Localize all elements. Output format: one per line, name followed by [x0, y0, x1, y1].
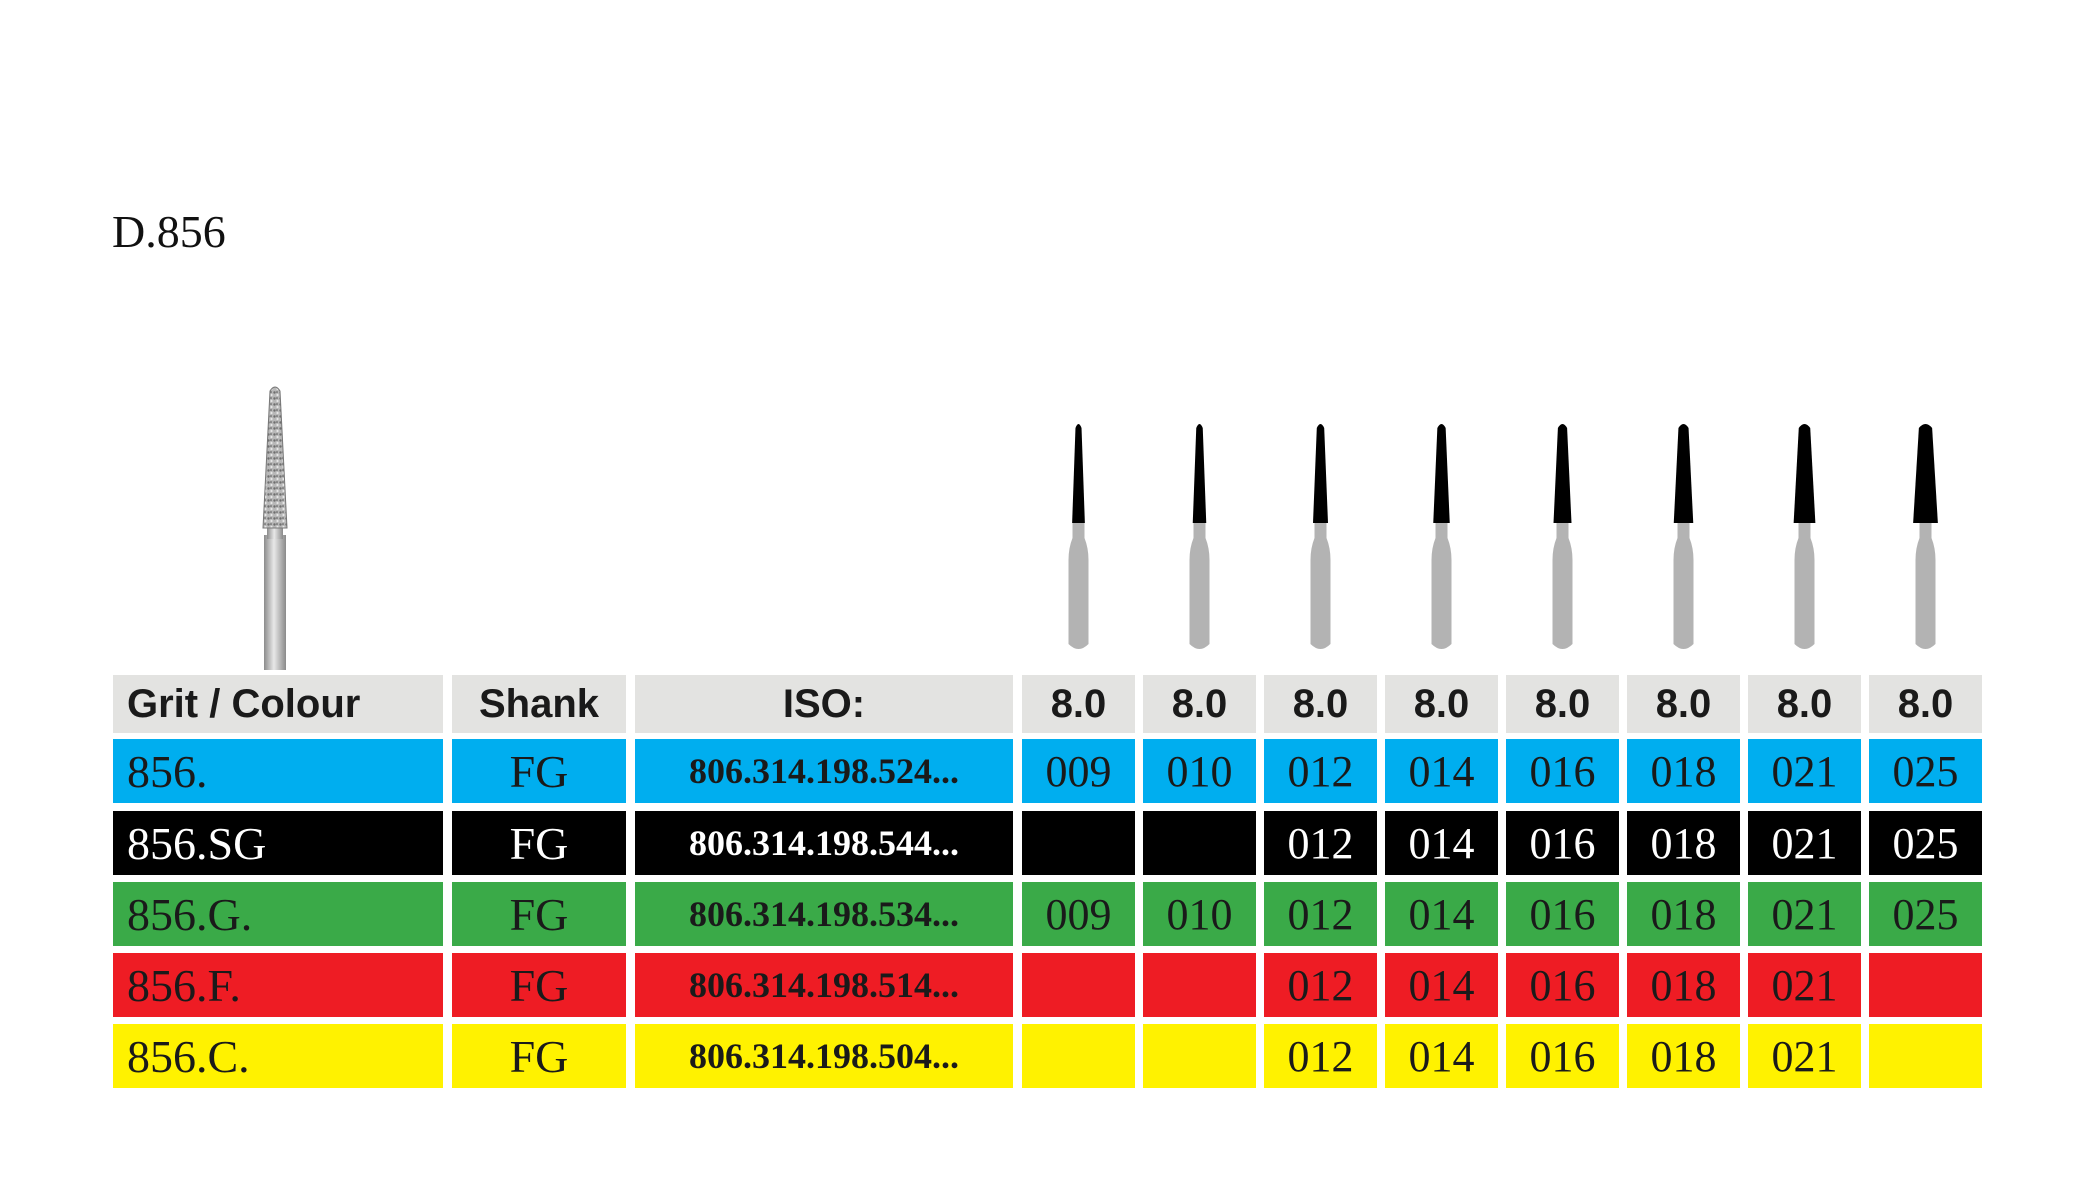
- size-cell: [1143, 811, 1256, 875]
- size-cell: 012: [1264, 811, 1377, 875]
- tapered-bur-silhouette-icon: [1431, 424, 1452, 649]
- tapered-bur-silhouette-icon: [1310, 424, 1331, 649]
- size-bur-silhouettes: [1068, 424, 1938, 649]
- size-cell: 012: [1264, 953, 1377, 1017]
- size-cell: [1869, 953, 1982, 1017]
- size-cell: [1022, 953, 1135, 1017]
- tapered-bur-silhouette-icon: [1552, 424, 1573, 649]
- grit-cell: 856.SG: [113, 811, 443, 875]
- header-size-6: 8.0: [1627, 675, 1740, 733]
- size-cell: [1022, 811, 1135, 875]
- size-cell: 014: [1385, 953, 1498, 1017]
- shank-cell: FG: [452, 882, 626, 946]
- size-cell: 018: [1627, 811, 1740, 875]
- header-size-5: 8.0: [1506, 675, 1619, 733]
- tapered-bur-silhouette-icon: [1913, 424, 1938, 649]
- iso-code-cell: 806.314.198.544...: [635, 811, 1013, 875]
- header-size-4: 8.0: [1385, 675, 1498, 733]
- tapered-bur-silhouette-icon: [1189, 424, 1210, 649]
- shank-cell: FG: [452, 811, 626, 875]
- size-cell: 014: [1385, 1024, 1498, 1088]
- size-cell: 021: [1748, 739, 1861, 803]
- diamond-tapered-bur-icon: [262, 386, 288, 670]
- size-cell: 025: [1869, 882, 1982, 946]
- size-cell: 010: [1143, 882, 1256, 946]
- size-cell: 010: [1143, 739, 1256, 803]
- tapered-bur-silhouette-icon: [1673, 424, 1694, 649]
- header-size-1: 8.0: [1022, 675, 1135, 733]
- shank-cell: FG: [452, 1024, 626, 1088]
- header-size-7: 8.0: [1748, 675, 1861, 733]
- size-cell: 012: [1264, 739, 1377, 803]
- grit-cell: 856.F.: [113, 953, 443, 1017]
- size-cell: 018: [1627, 953, 1740, 1017]
- size-cell: 016: [1506, 882, 1619, 946]
- tapered-bur-silhouette-icon: [1793, 424, 1816, 649]
- header-grit-colour: Grit / Colour: [113, 675, 443, 733]
- header-shank: Shank: [452, 675, 626, 733]
- shank-cell: FG: [452, 739, 626, 803]
- size-cell: 009: [1022, 739, 1135, 803]
- size-cell: 018: [1627, 739, 1740, 803]
- size-cell: 016: [1506, 811, 1619, 875]
- size-cell: 012: [1264, 882, 1377, 946]
- iso-code-cell: 806.314.198.514...: [635, 953, 1013, 1017]
- header-iso: ISO:: [635, 675, 1013, 733]
- size-cell: 016: [1506, 739, 1619, 803]
- iso-code-cell: 806.314.198.524...: [635, 739, 1013, 803]
- size-cell: 021: [1748, 953, 1861, 1017]
- size-cell: [1869, 1024, 1982, 1088]
- grit-cell: 856.: [113, 739, 443, 803]
- size-cell: 012: [1264, 1024, 1377, 1088]
- size-cell: 025: [1869, 811, 1982, 875]
- header-size-8: 8.0: [1869, 675, 1982, 733]
- header-size-2: 8.0: [1143, 675, 1256, 733]
- size-cell: 021: [1748, 1024, 1861, 1088]
- size-cell: 025: [1869, 739, 1982, 803]
- size-cell: 021: [1748, 882, 1861, 946]
- size-cell: 014: [1385, 811, 1498, 875]
- product-code-title: D.856: [112, 206, 226, 257]
- size-cell: 016: [1506, 1024, 1619, 1088]
- size-cell: 014: [1385, 739, 1498, 803]
- size-cell: [1022, 1024, 1135, 1088]
- size-cell: [1143, 953, 1256, 1017]
- iso-code-cell: 806.314.198.534...: [635, 882, 1013, 946]
- size-cell: [1143, 1024, 1256, 1088]
- size-cell: 018: [1627, 1024, 1740, 1088]
- tapered-bur-silhouette-icon: [1068, 424, 1089, 649]
- grit-cell: 856.C.: [113, 1024, 443, 1088]
- iso-code-cell: 806.314.198.504...: [635, 1024, 1013, 1088]
- header-size-3: 8.0: [1264, 675, 1377, 733]
- size-cell: 014: [1385, 882, 1498, 946]
- size-cell: 016: [1506, 953, 1619, 1017]
- size-cell: 018: [1627, 882, 1740, 946]
- size-cell: 009: [1022, 882, 1135, 946]
- grit-cell: 856.G.: [113, 882, 443, 946]
- shank-cell: FG: [452, 953, 626, 1017]
- size-cell: 021: [1748, 811, 1861, 875]
